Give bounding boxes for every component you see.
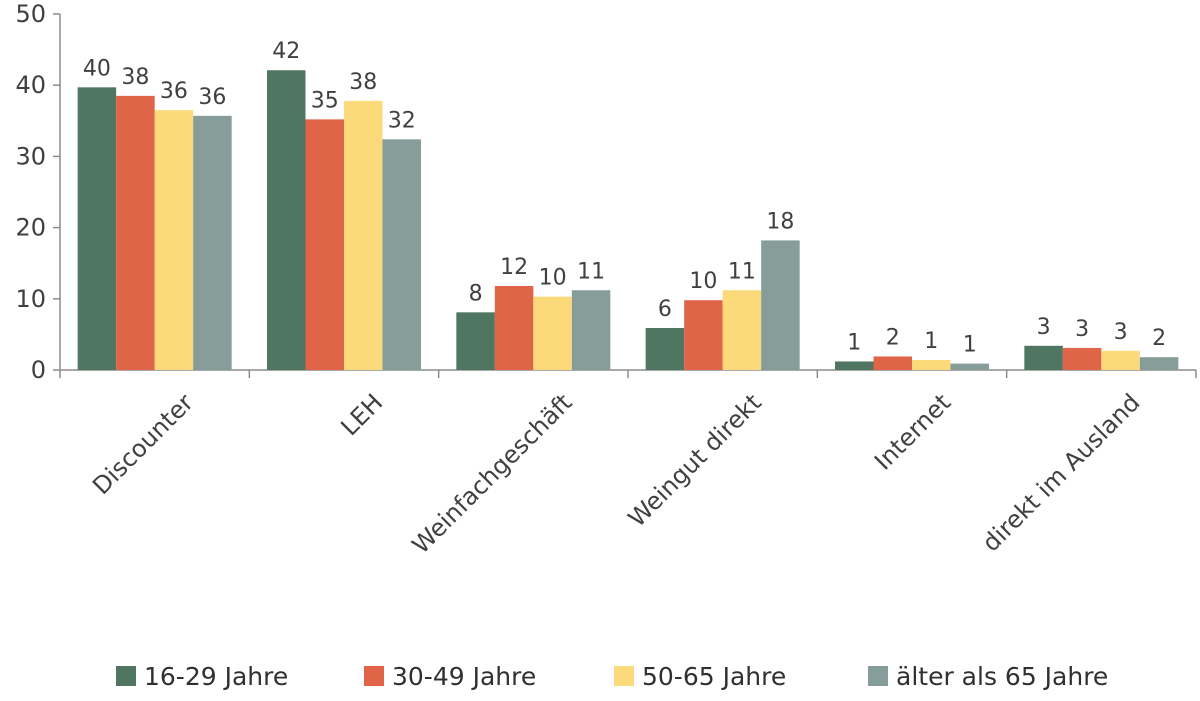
y-tick-label: 0 (31, 356, 46, 384)
bar-5-1 (1062, 347, 1102, 370)
y-tick-label: 20 (15, 214, 46, 242)
data-label-4-1: 2 (886, 325, 900, 350)
bar-2-0 (456, 312, 495, 370)
legend-label-3: älter als 65 Jahre (896, 662, 1108, 691)
data-label-0-1: 38 (121, 65, 149, 90)
data-label-3-1: 10 (689, 269, 717, 294)
category-label-0: Discounter (87, 388, 199, 500)
data-label-1-0: 42 (272, 39, 300, 64)
legend-label-1: 30-49 Jahre (392, 662, 536, 691)
legend-swatch-3 (868, 666, 888, 686)
legend-label-0: 16-29 Jahre (144, 662, 288, 691)
bar-5-2 (1101, 350, 1140, 370)
data-label-0-3: 36 (198, 85, 226, 110)
bar-0-2 (154, 110, 194, 371)
y-tick-label: 10 (15, 285, 46, 313)
legend-swatch-1 (364, 666, 384, 686)
category-label-3: Weingut direkt (623, 388, 767, 532)
bar-3-3 (761, 240, 800, 370)
chart-category-labels: Discounter LEH Weinfachgeschäft Weingut dir… (87, 388, 1145, 559)
chart-bars (77, 70, 1179, 371)
data-label-4-2: 1 (924, 329, 938, 354)
data-label-3-3: 18 (766, 209, 794, 234)
bar-0-3 (193, 115, 232, 370)
data-label-5-2: 3 (1114, 320, 1128, 345)
legend-label-2: 50-65 Jahre (642, 662, 786, 691)
data-label-1-3: 32 (388, 108, 416, 133)
bar-3-1 (684, 300, 723, 370)
bar-0-1 (116, 95, 155, 370)
data-label-2-2: 10 (539, 266, 567, 291)
bar-4-0 (835, 361, 874, 370)
data-label-5-0: 3 (1037, 315, 1051, 340)
category-label-1: LEH (335, 388, 388, 441)
y-tick-label: 50 (15, 0, 46, 28)
bar-2-3 (571, 290, 611, 370)
bar-3-2 (722, 290, 762, 370)
data-label-2-3: 11 (577, 259, 605, 284)
data-label-2-0: 8 (469, 281, 483, 306)
data-label-0-0: 40 (83, 56, 111, 81)
y-tick-label: 30 (15, 142, 46, 170)
bar-1-2 (344, 100, 383, 370)
chart-axes: 0 10 20 30 40 50 (15, 0, 1197, 384)
data-label-1-2: 38 (349, 70, 377, 95)
bar-1-0 (267, 70, 306, 371)
bar-0-0 (77, 87, 117, 370)
bar-4-1 (873, 356, 912, 370)
data-label-4-3: 1 (963, 333, 977, 358)
data-label-1-1: 35 (311, 88, 339, 113)
y-tick-label: 40 (15, 71, 46, 99)
bar-2-1 (494, 285, 534, 370)
bar-5-0 (1024, 345, 1063, 370)
chart-legend: 16-29 Jahre 30-49 Jahre 50-65 Jahre älter a… (116, 662, 1108, 691)
bar-4-3 (950, 363, 989, 370)
bar-1-1 (305, 119, 344, 370)
data-label-3-2: 11 (728, 259, 756, 284)
bar-1-3 (382, 139, 421, 370)
bar-3-0 (645, 327, 685, 370)
legend-swatch-2 (614, 666, 634, 686)
data-label-4-0: 1 (847, 330, 861, 355)
category-label-5: direkt im Ausland (977, 388, 1146, 557)
bar-5-3 (1139, 357, 1179, 370)
legend-swatch-0 (116, 666, 136, 686)
bar-2-2 (533, 296, 572, 370)
data-label-0-2: 36 (160, 79, 188, 104)
data-label-5-1: 3 (1075, 317, 1089, 342)
category-label-4: Internet (869, 388, 956, 475)
category-label-2: Weinfachgeschäft (407, 388, 578, 559)
data-label-3-0: 6 (658, 297, 672, 322)
bar-4-2 (912, 360, 951, 370)
data-label-5-3: 2 (1152, 326, 1166, 351)
data-label-2-1: 12 (500, 255, 528, 280)
